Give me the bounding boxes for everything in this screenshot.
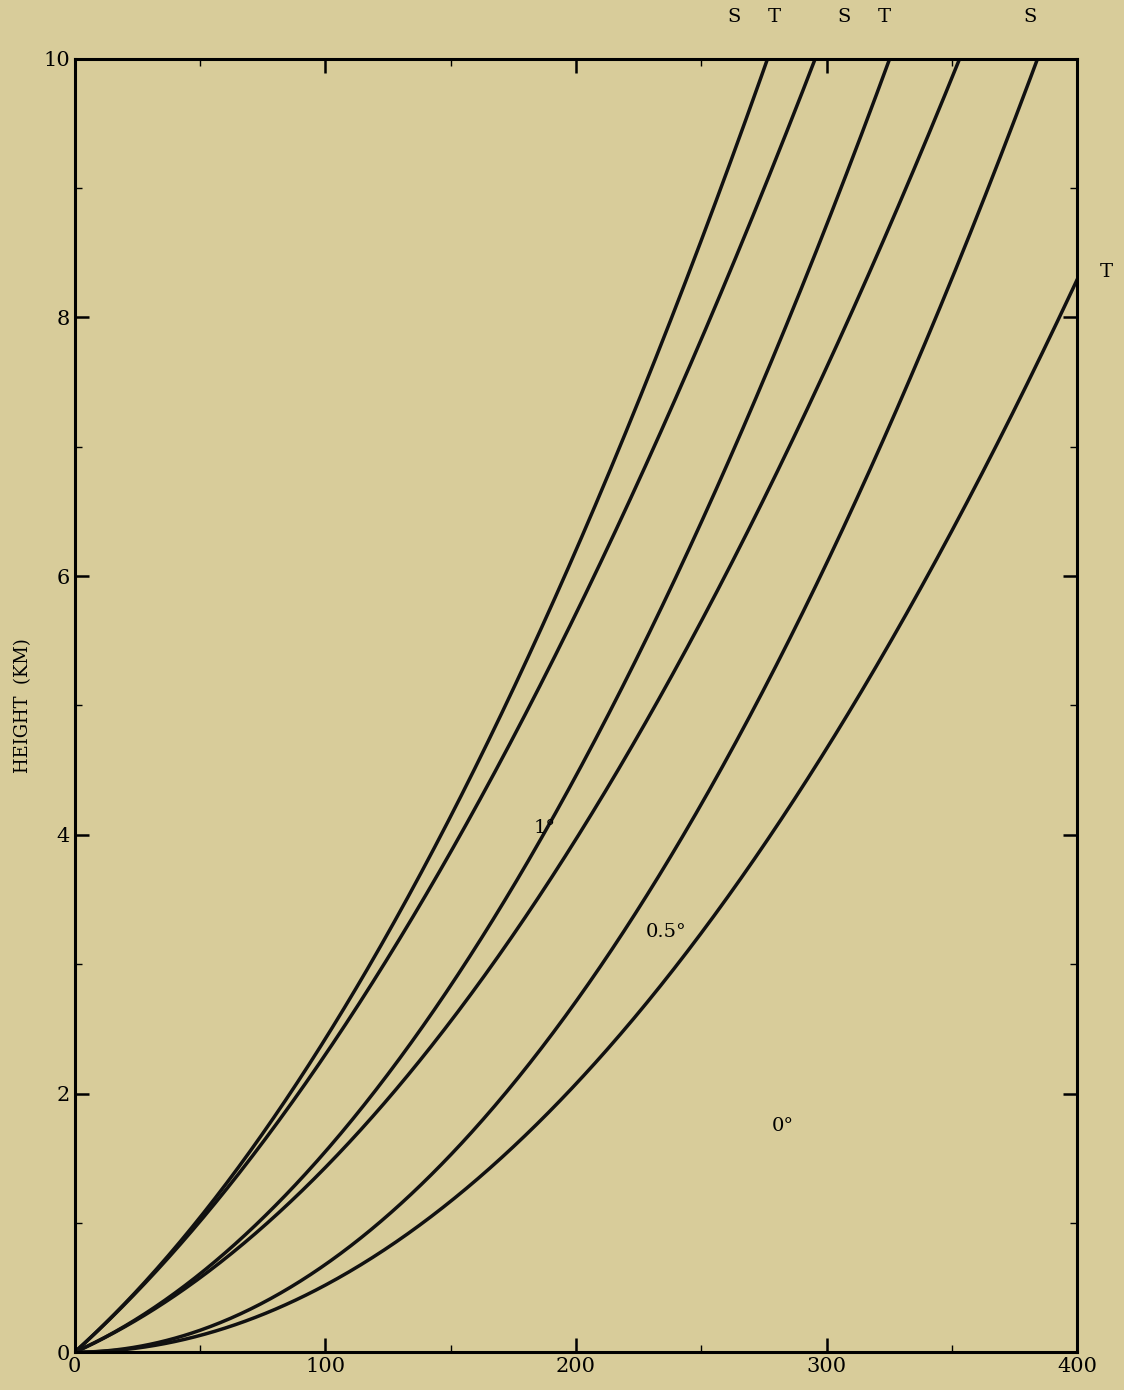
Text: 0°: 0° (771, 1118, 794, 1134)
Text: T: T (878, 8, 891, 26)
Text: S: S (1023, 8, 1036, 26)
Text: 1°: 1° (534, 819, 555, 837)
Text: S: S (727, 8, 741, 26)
Text: T: T (1100, 263, 1113, 281)
Text: S: S (837, 8, 851, 26)
Text: T: T (768, 8, 780, 26)
Y-axis label: HEIGHT  (KM): HEIGHT (KM) (13, 638, 31, 773)
Text: 0.5°: 0.5° (646, 923, 687, 941)
